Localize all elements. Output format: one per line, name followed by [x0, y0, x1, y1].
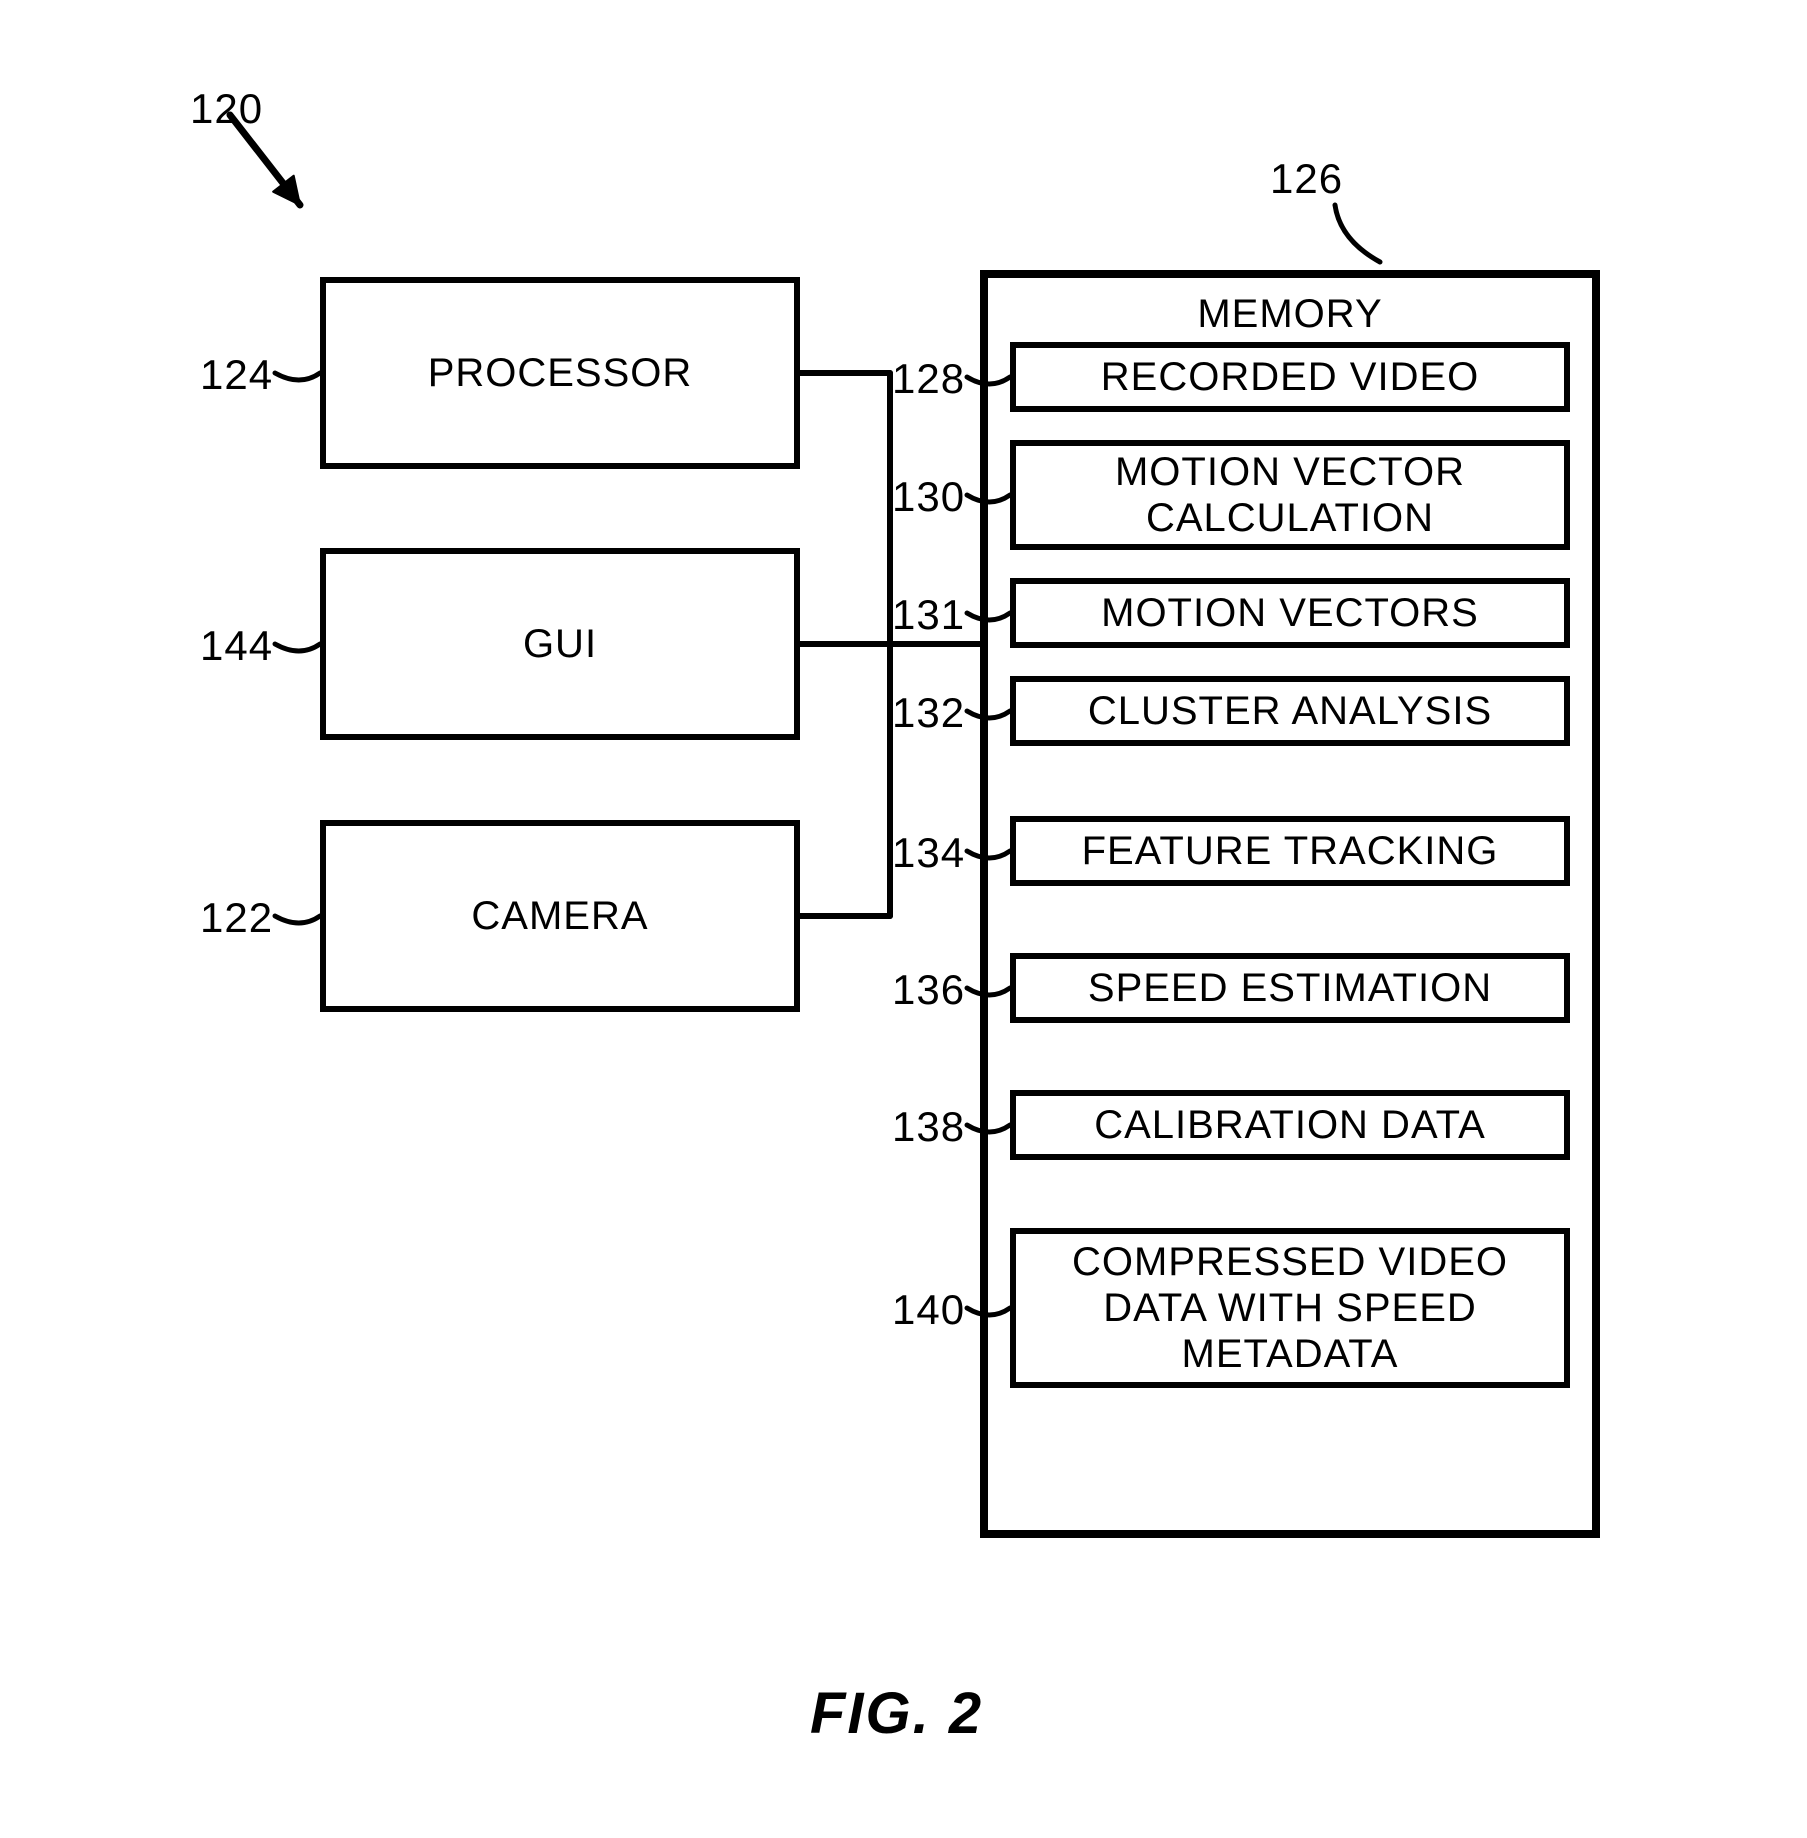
diagram-canvas: 120 MEMORY FIG. 2 PROCESSOR 124 GUI 144 CAME…	[0, 0, 1807, 1838]
memory-item-compressed-video: COMPRESSED VIDEO DATA WITH SPEED METADAT…	[1010, 1228, 1570, 1388]
memory-item-cluster-analysis: CLUSTER ANALYSIS	[1010, 676, 1570, 746]
figure-label: FIG. 2	[810, 1680, 983, 1747]
ref-138: 138	[892, 1103, 965, 1151]
ref-131: 131	[892, 591, 965, 639]
ref-132: 132	[892, 689, 965, 737]
block-processor: PROCESSOR	[320, 277, 800, 469]
ref-128: 128	[892, 355, 965, 403]
ref-134: 134	[892, 829, 965, 877]
memory-item-recorded-video: RECORDED VIDEO	[1010, 342, 1570, 412]
memory-item-mv-calc: MOTION VECTOR CALCULATION	[1010, 440, 1570, 550]
memory-item-motion-vectors: MOTION VECTORS	[1010, 578, 1570, 648]
memory-item-speed-estimation: SPEED ESTIMATION	[1010, 953, 1570, 1023]
ref-122: 122	[200, 894, 273, 942]
ref-136: 136	[892, 966, 965, 1014]
ref-124: 124	[200, 351, 273, 399]
memory-item-calibration-data: CALIBRATION DATA	[1010, 1090, 1570, 1160]
block-camera: CAMERA	[320, 820, 800, 1012]
ref-130: 130	[892, 473, 965, 521]
memory-item-feature-tracking: FEATURE TRACKING	[1010, 816, 1570, 886]
ref-126: 126	[1270, 155, 1343, 203]
ref-120: 120	[190, 85, 263, 133]
ref-144: 144	[200, 622, 273, 670]
memory-title: MEMORY	[988, 292, 1592, 337]
block-gui: GUI	[320, 548, 800, 740]
ref-140: 140	[892, 1286, 965, 1334]
